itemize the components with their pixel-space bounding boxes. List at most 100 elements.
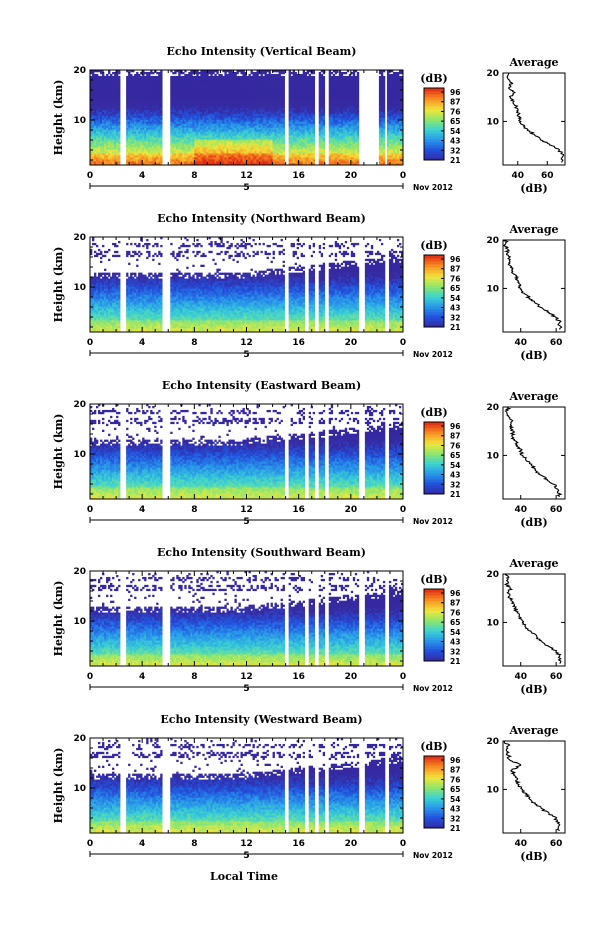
- heatmap-cell: [118, 86, 120, 88]
- heatmap-cell: [106, 127, 108, 129]
- heatmap-cell: [114, 74, 116, 76]
- heatmap-cell: [134, 123, 136, 125]
- heatmap-cell: [104, 141, 106, 143]
- heatmap-cell: [106, 153, 108, 155]
- heatmap-cell: [148, 137, 150, 139]
- heatmap-cell: [104, 110, 106, 112]
- heatmap-cell: [136, 82, 138, 84]
- heatmap-cell: [128, 110, 130, 112]
- heatmap-cell: [102, 141, 104, 143]
- heatmap-cell: [142, 118, 144, 120]
- heatmap-cell: [112, 135, 114, 137]
- heatmap-cell: [102, 131, 104, 133]
- heatmap-cell: [96, 139, 98, 141]
- heatmap-cell: [108, 155, 110, 157]
- heatmap-cell: [138, 143, 140, 145]
- heatmap-cell: [146, 98, 148, 100]
- heatmap-cell: [108, 151, 110, 153]
- heatmap-cell: [130, 96, 132, 98]
- heatmap-cell: [126, 92, 128, 94]
- heatmap-cell: [118, 123, 120, 125]
- heatmap-cell: [116, 141, 118, 143]
- heatmap-cell: [110, 149, 112, 151]
- heatmap-cell: [134, 88, 136, 90]
- heatmap-cell: [104, 118, 106, 120]
- heatmap-cell: [118, 153, 120, 155]
- heatmap-cell: [132, 112, 134, 114]
- heatmap-cell: [108, 129, 110, 131]
- heatmap-cell: [98, 86, 100, 88]
- heatmap-cell: [126, 137, 128, 139]
- heatmap-cell: [94, 74, 96, 76]
- heatmap-cell: [136, 137, 138, 139]
- heatmap-cell: [108, 106, 110, 108]
- heatmap-cell: [132, 118, 134, 120]
- heatmap-cell: [106, 147, 108, 149]
- heatmap-cell: [126, 153, 128, 155]
- heatmap-cell: [140, 135, 142, 137]
- heatmap-cell: [128, 90, 130, 92]
- heatmap-cell: [130, 139, 132, 141]
- heatmap-cell: [140, 137, 142, 139]
- heatmap-cell: [118, 135, 120, 137]
- heatmap-cell: [102, 125, 104, 127]
- heatmap-cell: [144, 92, 146, 94]
- heatmap-cell: [136, 116, 138, 118]
- heatmap-cell: [136, 96, 138, 98]
- heatmap-cell: [146, 119, 148, 121]
- heatmap-cell: [130, 100, 132, 102]
- heatmap-cell: [106, 129, 108, 131]
- heatmap-cell: [110, 118, 112, 120]
- heatmap-cell: [96, 143, 98, 145]
- heatmap-cell: [106, 80, 108, 82]
- heatmap-cell: [148, 106, 150, 108]
- heatmap-cell: [94, 135, 96, 137]
- heatmap-cell: [100, 114, 102, 116]
- heatmap-cell: [108, 116, 110, 118]
- heatmap-cell: [148, 133, 150, 135]
- heatmap-cell: [114, 145, 116, 147]
- heatmap-cell: [116, 125, 118, 127]
- heatmap-cell: [130, 82, 132, 84]
- heatmap-cell: [144, 137, 146, 139]
- heatmap-cell: [110, 76, 112, 78]
- heatmap-cell: [138, 88, 140, 90]
- heatmap-cell: [140, 151, 142, 153]
- heatmap-cell: [92, 143, 94, 145]
- heatmap-cell: [104, 116, 106, 118]
- heatmap-cell: [112, 106, 114, 108]
- heatmap-cell: [128, 118, 130, 120]
- heatmap-cell: [136, 106, 138, 108]
- heatmap-cell: [132, 125, 134, 127]
- heatmap-cell: [114, 106, 116, 108]
- heatmap-cell: [96, 129, 98, 131]
- heatmap-cell: [134, 108, 136, 110]
- heatmap-cell: [96, 145, 98, 147]
- heatmap-cell: [104, 161, 106, 163]
- heatmap-cell: [136, 131, 138, 133]
- heatmap-cell: [144, 98, 146, 100]
- heatmap-cell: [132, 137, 134, 139]
- heatmap-cell: [102, 92, 104, 94]
- heatmap-cell: [140, 90, 142, 92]
- heatmap-cell: [136, 110, 138, 112]
- heatmap-cell: [128, 78, 130, 80]
- heatmap-cell: [144, 125, 146, 127]
- heatmap-cell: [100, 72, 102, 74]
- heatmap-cell: [108, 94, 110, 96]
- heatmap-cell: [138, 106, 140, 108]
- heatmap-cell: [140, 84, 142, 86]
- heatmap-cell: [144, 88, 146, 90]
- heatmap-cell: [140, 133, 142, 135]
- heatmap-cell: [134, 121, 136, 123]
- heatmap-cell: [102, 155, 104, 157]
- heatmap-cell: [142, 96, 144, 98]
- heatmap-cell: [94, 78, 96, 80]
- heatmap-cell: [128, 147, 130, 149]
- heatmap-cell: [130, 92, 132, 94]
- heatmap-cell: [130, 118, 132, 120]
- heatmap-cell: [140, 123, 142, 125]
- heatmap-cell: [132, 135, 134, 137]
- heatmap-cell: [128, 116, 130, 118]
- heatmap: [90, 70, 403, 165]
